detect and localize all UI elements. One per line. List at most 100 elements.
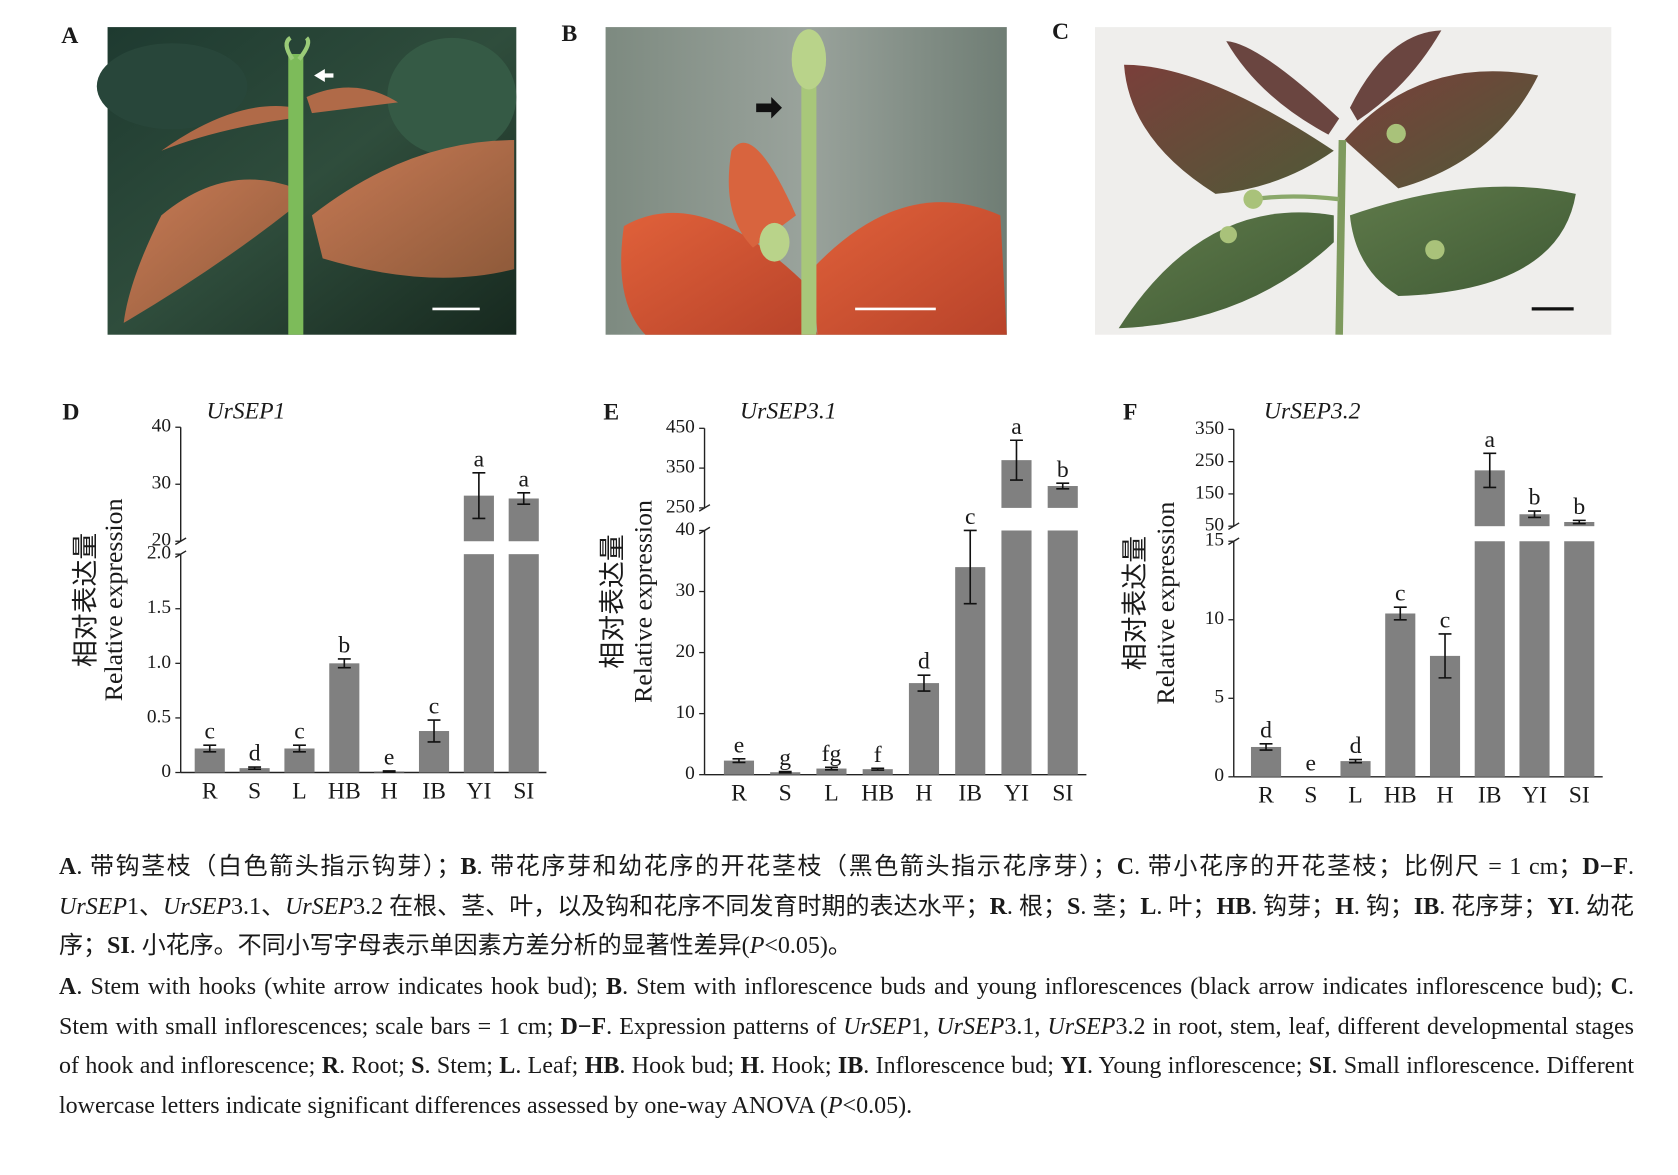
- y-tick-label: 1.5: [147, 597, 171, 618]
- caption-italic: UrSEP: [59, 893, 127, 920]
- caption-text: . 钩芽；: [1251, 893, 1336, 920]
- photo-c: [1095, 27, 1612, 335]
- significance-letter: c: [429, 694, 440, 720]
- bar: [1250, 746, 1282, 777]
- y-tick-label: 0: [1214, 765, 1224, 786]
- bar: [508, 554, 539, 773]
- bar: [1047, 486, 1078, 508]
- caption-text: . Hook bud;: [619, 1053, 741, 1079]
- y-tick-label: 350: [1195, 418, 1224, 439]
- significance-letter: c: [965, 504, 976, 530]
- error-bar: [1572, 519, 1586, 525]
- y-tick-label: 350: [666, 457, 695, 478]
- caption-bold: A: [59, 974, 77, 1000]
- caption-text: . Stem with inflorescence buds and young…: [622, 974, 1611, 1000]
- caption-bold: L: [499, 1053, 516, 1079]
- caption-text: 3.2 in root, stem, leaf, different devel…: [59, 1013, 1635, 1080]
- y-tick-label: 40: [676, 519, 695, 540]
- caption-italic: UrSEP: [1047, 1013, 1116, 1040]
- significance-letter: d: [1350, 733, 1362, 759]
- caption-text: . Stem;: [424, 1053, 500, 1079]
- significance-letter: c: [1395, 581, 1405, 607]
- significance-letter: b: [338, 633, 350, 659]
- error-bar: [1393, 606, 1407, 621]
- y-tick-label: 15: [1205, 530, 1224, 551]
- y-axis-label: Relative expression: [628, 500, 657, 703]
- bar: [816, 768, 847, 775]
- error-bar: [203, 744, 217, 753]
- caption-text: . 根；: [1006, 893, 1067, 920]
- caption-text: 3.1,: [1004, 1013, 1048, 1040]
- x-tick-label: HB: [861, 780, 894, 806]
- significance-letter: f: [874, 742, 882, 768]
- caption-text: . 带花序芽和幼花序的开花茎枝（黑色箭头指示花序芽）；: [476, 854, 1117, 880]
- significance-letter: e: [384, 744, 395, 770]
- caption-text: . Stem with hooks (white arrow indicates…: [76, 974, 607, 1000]
- x-tick-label: IB: [1478, 783, 1502, 809]
- error-bar: [1056, 482, 1070, 490]
- error-bar: [293, 744, 306, 753]
- caption-bold: YI: [1060, 1053, 1087, 1079]
- caption-text: . Root;: [339, 1053, 412, 1079]
- x-tick-label: H: [915, 780, 932, 806]
- bar: [1047, 530, 1078, 775]
- y-axis-label: 相对表达量: [70, 533, 100, 667]
- error-bar: [825, 766, 838, 771]
- error-bar: [732, 757, 746, 764]
- significance-letter: b: [1529, 485, 1541, 511]
- y-axis-label: 相对表达量: [1120, 536, 1150, 670]
- caption-bold: IB: [1413, 893, 1440, 920]
- error-bar: [778, 770, 792, 774]
- y-tick-label: 50: [1205, 515, 1224, 536]
- significance-letter: e: [1306, 750, 1316, 776]
- error-bar: [1010, 439, 1023, 481]
- error-bar: [1349, 758, 1362, 764]
- caption-bold: C: [1116, 854, 1135, 880]
- y-tick-label: 250: [1195, 450, 1224, 471]
- significance-letter: fg: [822, 741, 842, 767]
- caption-text: . Expression patterns of: [606, 1013, 844, 1040]
- error-bar: [917, 674, 931, 692]
- x-tick-label: YI: [1004, 780, 1029, 806]
- x-tick-label: SI: [1569, 783, 1590, 809]
- photo-b: [605, 27, 1007, 335]
- significance-letter: d: [1260, 717, 1272, 743]
- x-tick-label: HB: [1384, 783, 1417, 809]
- caption-text: <0.05).: [842, 1092, 913, 1119]
- caption-text: 1、: [127, 893, 164, 920]
- x-tick-label: H: [381, 778, 398, 804]
- error-bar: [337, 658, 351, 669]
- significance-letter: a: [474, 446, 485, 472]
- caption-text: . 带小花序的开花茎枝；比例尺 = 1 cm；: [1134, 854, 1583, 880]
- panel-label: D: [62, 400, 79, 426]
- y-tick-label: 0.5: [147, 706, 171, 727]
- caption-en: A. Stem with hooks (white arrow indicate…: [59, 968, 1634, 1126]
- caption-italic: P: [827, 1092, 843, 1119]
- caption-bold: SI: [1308, 1053, 1332, 1079]
- caption-bold: R: [321, 1053, 340, 1079]
- y-tick-label: 150: [1195, 482, 1224, 503]
- x-tick-label: L: [1348, 783, 1362, 809]
- error-bar: [1483, 452, 1497, 489]
- bar: [1519, 541, 1550, 777]
- chart-title: UrSEP3.2: [1264, 399, 1361, 425]
- caption-bold: D−F: [1582, 854, 1629, 880]
- y-tick-label: 450: [666, 417, 695, 438]
- y-tick-label: 20: [152, 530, 171, 551]
- photo-a: [96, 27, 517, 335]
- caption-bold: D−F: [560, 1013, 607, 1040]
- y-tick-label: 10: [676, 702, 695, 723]
- error-bar: [1528, 510, 1541, 519]
- panel-label: C: [1052, 19, 1069, 45]
- y-axis-label: Relative expression: [99, 498, 128, 701]
- significance-letter: c: [294, 719, 305, 745]
- error-bar: [963, 529, 977, 605]
- y-axis-label: Relative expression: [1151, 502, 1180, 705]
- caption-italic: UrSEP: [843, 1013, 912, 1040]
- panel-label: E: [603, 400, 619, 426]
- x-tick-label: H: [1436, 783, 1453, 809]
- y-tick-label: 0: [161, 761, 171, 782]
- x-tick-label: S: [248, 778, 261, 804]
- y-tick-label: 2.0: [147, 543, 171, 564]
